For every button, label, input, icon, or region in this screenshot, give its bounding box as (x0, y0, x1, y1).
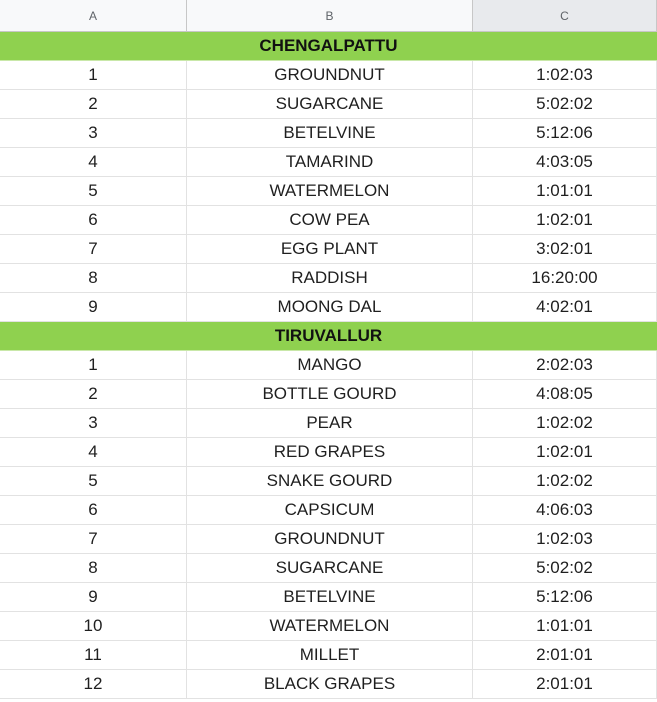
table-row: 6 COW PEA 1:02:01 (0, 206, 657, 235)
crop-name-cell[interactable]: MILLET (187, 641, 473, 669)
crop-name-cell[interactable]: COW PEA (187, 206, 473, 234)
crop-name-cell[interactable]: BETELVINE (187, 119, 473, 147)
column-header-b[interactable]: B (187, 0, 473, 31)
duration-cell[interactable]: 1:02:02 (473, 409, 657, 437)
row-number-cell[interactable]: 11 (0, 641, 187, 669)
duration-cell[interactable]: 4:03:05 (473, 148, 657, 176)
row-number-cell[interactable]: 2 (0, 90, 187, 118)
table-row: 3 BETELVINE 5:12:06 (0, 119, 657, 148)
table-row: 2 BOTTLE GOURD 4:08:05 (0, 380, 657, 409)
row-number-cell[interactable]: 12 (0, 670, 187, 698)
row-number-cell[interactable]: 6 (0, 206, 187, 234)
section-header[interactable]: TIRUVALLUR (0, 322, 657, 351)
row-number-cell[interactable]: 9 (0, 293, 187, 321)
table-row: 9 MOONG DAL 4:02:01 (0, 293, 657, 322)
crop-name-cell[interactable]: PEAR (187, 409, 473, 437)
duration-cell[interactable]: 4:08:05 (473, 380, 657, 408)
row-number-cell[interactable]: 10 (0, 612, 187, 640)
row-number-cell[interactable]: 7 (0, 525, 187, 553)
table-row: 8 SUGARCANE 5:02:02 (0, 554, 657, 583)
crop-name-cell[interactable]: BLACK GRAPES (187, 670, 473, 698)
row-number-cell[interactable]: 9 (0, 583, 187, 611)
crop-name-cell[interactable]: SNAKE GOURD (187, 467, 473, 495)
duration-cell[interactable]: 5:12:06 (473, 583, 657, 611)
crop-name-cell[interactable]: BOTTLE GOURD (187, 380, 473, 408)
duration-cell[interactable]: 1:02:03 (473, 525, 657, 553)
table-row: 1 MANGO 2:02:03 (0, 351, 657, 380)
table-row: 1 GROUNDNUT 1:02:03 (0, 61, 657, 90)
table-row: 5 SNAKE GOURD 1:02:02 (0, 467, 657, 496)
table-row: 5 WATERMELON 1:01:01 (0, 177, 657, 206)
table-row: 7 EGG PLANT 3:02:01 (0, 235, 657, 264)
crop-name-cell[interactable]: GROUNDNUT (187, 525, 473, 553)
column-header-c[interactable]: C (473, 0, 657, 31)
crop-name-cell[interactable]: MANGO (187, 351, 473, 379)
crop-name-cell[interactable]: BETELVINE (187, 583, 473, 611)
crop-name-cell[interactable]: RADDISH (187, 264, 473, 292)
crop-name-cell[interactable]: EGG PLANT (187, 235, 473, 263)
duration-cell[interactable]: 5:02:02 (473, 554, 657, 582)
duration-cell[interactable]: 4:02:01 (473, 293, 657, 321)
duration-cell[interactable]: 2:01:01 (473, 670, 657, 698)
row-number-cell[interactable]: 1 (0, 61, 187, 89)
row-number-cell[interactable]: 4 (0, 438, 187, 466)
column-header-a[interactable]: A (0, 0, 187, 31)
table-row: 10 WATERMELON 1:01:01 (0, 612, 657, 641)
crop-name-cell[interactable]: GROUNDNUT (187, 61, 473, 89)
duration-cell[interactable]: 1:01:01 (473, 177, 657, 205)
row-number-cell[interactable]: 6 (0, 496, 187, 524)
row-number-cell[interactable]: 2 (0, 380, 187, 408)
row-number-cell[interactable]: 4 (0, 148, 187, 176)
table-row: 3 PEAR 1:02:02 (0, 409, 657, 438)
duration-cell[interactable]: 1:02:01 (473, 206, 657, 234)
column-header-row: A B C (0, 0, 657, 32)
duration-cell[interactable]: 1:02:02 (473, 467, 657, 495)
duration-cell[interactable]: 16:20:00 (473, 264, 657, 292)
sheet-body: CHENGALPATTU 1 GROUNDNUT 1:02:03 2 SUGARCANE 5… (0, 32, 657, 699)
row-number-cell[interactable]: 3 (0, 409, 187, 437)
duration-cell[interactable]: 1:02:01 (473, 438, 657, 466)
section-header[interactable]: CHENGALPATTU (0, 32, 657, 61)
table-row: 8 RADDISH 16:20:00 (0, 264, 657, 293)
row-number-cell[interactable]: 8 (0, 554, 187, 582)
row-number-cell[interactable]: 8 (0, 264, 187, 292)
duration-cell[interactable]: 2:01:01 (473, 641, 657, 669)
crop-name-cell[interactable]: TAMARIND (187, 148, 473, 176)
crop-name-cell[interactable]: SUGARCANE (187, 90, 473, 118)
duration-cell[interactable]: 1:01:01 (473, 612, 657, 640)
row-number-cell[interactable]: 7 (0, 235, 187, 263)
row-number-cell[interactable]: 1 (0, 351, 187, 379)
table-row: 7 GROUNDNUT 1:02:03 (0, 525, 657, 554)
table-row: 12 BLACK GRAPES 2:01:01 (0, 670, 657, 699)
table-row: 4 TAMARIND 4:03:05 (0, 148, 657, 177)
crop-name-cell[interactable]: SUGARCANE (187, 554, 473, 582)
duration-cell[interactable]: 4:06:03 (473, 496, 657, 524)
table-row: 11 MILLET 2:01:01 (0, 641, 657, 670)
crop-name-cell[interactable]: WATERMELON (187, 612, 473, 640)
crop-name-cell[interactable]: CAPSICUM (187, 496, 473, 524)
crop-name-cell[interactable]: RED GRAPES (187, 438, 473, 466)
duration-cell[interactable]: 2:02:03 (473, 351, 657, 379)
table-row: 2 SUGARCANE 5:02:02 (0, 90, 657, 119)
crop-name-cell[interactable]: WATERMELON (187, 177, 473, 205)
table-row: 6 CAPSICUM 4:06:03 (0, 496, 657, 525)
table-row: 4 RED GRAPES 1:02:01 (0, 438, 657, 467)
duration-cell[interactable]: 5:12:06 (473, 119, 657, 147)
row-number-cell[interactable]: 5 (0, 177, 187, 205)
duration-cell[interactable]: 3:02:01 (473, 235, 657, 263)
duration-cell[interactable]: 1:02:03 (473, 61, 657, 89)
row-number-cell[interactable]: 3 (0, 119, 187, 147)
duration-cell[interactable]: 5:02:02 (473, 90, 657, 118)
table-row: 9 BETELVINE 5:12:06 (0, 583, 657, 612)
row-number-cell[interactable]: 5 (0, 467, 187, 495)
crop-name-cell[interactable]: MOONG DAL (187, 293, 473, 321)
